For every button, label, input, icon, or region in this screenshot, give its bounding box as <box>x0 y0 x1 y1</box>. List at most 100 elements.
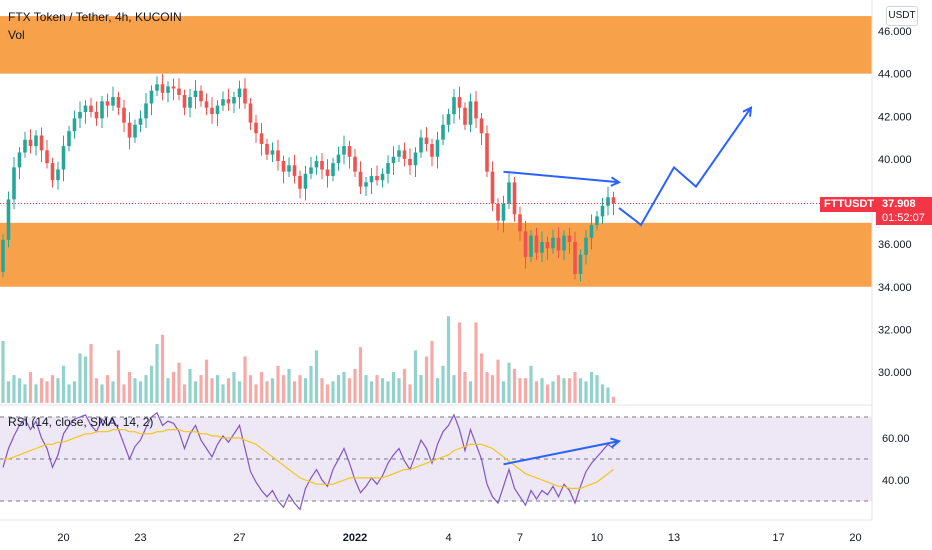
volume-bar <box>567 378 572 403</box>
candle <box>177 78 181 101</box>
candle <box>270 142 275 163</box>
zone-1 <box>0 222 872 287</box>
volume-bar <box>364 375 368 403</box>
volume-bar <box>463 372 467 403</box>
candle <box>309 156 313 180</box>
time-tick-label: 4 <box>445 532 451 544</box>
price-tick-label: 32.000 <box>878 324 912 336</box>
candle <box>6 191 11 248</box>
candle <box>204 93 209 116</box>
candle <box>94 101 99 126</box>
volume-bar <box>127 372 132 403</box>
volume-bar <box>276 365 280 403</box>
price-tick-label: 42.000 <box>878 111 912 123</box>
candle <box>353 148 357 177</box>
volume-bar <box>259 372 264 403</box>
candle <box>265 138 269 160</box>
symbol-tag: FTTUSDT <box>820 197 879 212</box>
candle <box>336 146 341 171</box>
volume-bar <box>50 375 55 403</box>
volume-bar <box>23 384 27 403</box>
volume-bar <box>600 384 605 403</box>
volume-bar <box>182 384 187 403</box>
candle <box>292 154 297 184</box>
candle <box>100 96 104 128</box>
volume-bar <box>116 350 121 403</box>
volume-bar <box>83 356 88 403</box>
volume-bar <box>1 341 5 403</box>
candle <box>237 80 242 109</box>
candle <box>545 236 550 261</box>
candle <box>259 122 264 156</box>
candle <box>408 148 412 175</box>
price-arrow-0-head <box>610 176 622 187</box>
candle <box>413 147 418 177</box>
candlesticks <box>0 73 872 282</box>
candle <box>457 86 462 120</box>
candle <box>573 231 577 280</box>
candle <box>34 130 38 156</box>
support-resistance-zones <box>0 16 872 287</box>
volume-bar <box>347 378 352 403</box>
volume-bar <box>94 378 99 403</box>
rsi-label: RSI (14, close, SMA, 14, 2) <box>8 415 154 429</box>
candle <box>380 168 385 188</box>
candle <box>149 85 154 116</box>
volume-bar <box>512 368 517 403</box>
candle <box>463 102 467 131</box>
volume-bar <box>166 378 170 403</box>
time-tick-label: 27 <box>233 532 245 544</box>
candle <box>248 98 253 131</box>
candle <box>23 131 27 158</box>
candle <box>89 97 93 118</box>
volume-bar <box>199 375 203 403</box>
candle <box>276 139 280 171</box>
chart-title: FTX Token / Tether, 4h, KUCOIN <box>8 10 182 24</box>
time-tick-label: 10 <box>591 532 603 544</box>
time-tick-label: 13 <box>668 532 680 544</box>
candle <box>221 91 225 111</box>
volume-bar <box>501 381 506 403</box>
volume-bar <box>386 381 390 403</box>
volume-bar <box>210 378 214 403</box>
volume-label: Vol <box>8 28 25 42</box>
candle <box>133 119 137 143</box>
volume-bar <box>397 378 401 403</box>
volume-bar <box>556 375 561 403</box>
candle <box>468 93 473 133</box>
volume-bar <box>287 368 291 403</box>
volume-bar <box>177 362 181 403</box>
candle <box>210 97 214 124</box>
candle <box>67 125 71 152</box>
currency-button[interactable]: USDT <box>886 6 918 26</box>
volume-bar <box>545 384 550 403</box>
candle <box>226 88 231 111</box>
volume-bar <box>606 387 610 403</box>
candle <box>298 170 302 199</box>
candle <box>529 230 533 263</box>
volume-bar <box>595 375 599 403</box>
candle <box>490 161 495 212</box>
volume-bar <box>419 375 423 403</box>
volume-bar <box>573 372 577 403</box>
volume-bar <box>160 334 165 403</box>
candle <box>485 125 489 177</box>
candle <box>243 78 247 109</box>
candle <box>72 110 77 139</box>
candle <box>303 165 308 201</box>
candle <box>534 227 539 261</box>
candle <box>56 161 60 190</box>
candle <box>144 93 148 128</box>
candle <box>215 100 220 126</box>
price-arrow-1 <box>618 107 752 227</box>
volume-bar <box>584 381 588 403</box>
volume-bar <box>314 350 319 403</box>
volume-bar <box>138 381 143 403</box>
price-tick-label: 36.000 <box>878 239 912 251</box>
volume-bar <box>243 356 247 403</box>
candle <box>551 229 555 254</box>
volume-bar <box>292 381 297 403</box>
price-arrow-0 <box>503 170 620 184</box>
price-tick-label: 44.000 <box>878 69 912 81</box>
